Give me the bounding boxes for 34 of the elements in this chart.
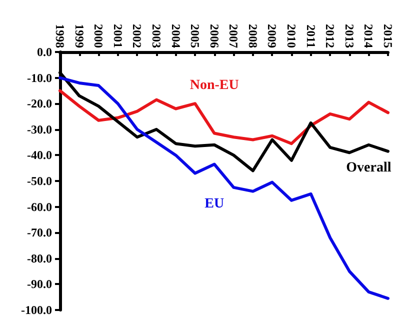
- x-tick-label: 2005: [188, 24, 202, 48]
- x-tick-label: 2002: [130, 24, 144, 48]
- x-tick-label: 1999: [72, 24, 86, 48]
- line-series: [58, 76, 390, 300]
- y-tick-label: -50.0: [27, 174, 52, 188]
- y-tick-label: -90.0: [27, 277, 52, 292]
- y-tick-label: -80.0: [27, 251, 52, 266]
- x-tick-label: 2004: [168, 24, 183, 48]
- x-tick-label: 2010: [284, 24, 299, 48]
- x-tick-label: 2008: [246, 24, 260, 48]
- x-tick-label: 2006: [207, 24, 222, 48]
- line-series: [58, 89, 390, 146]
- y-tick-label: -40.0: [27, 148, 52, 162]
- x-tick-label: 2003: [149, 24, 164, 48]
- y-tick-label: -20.0: [27, 96, 52, 111]
- x-tick-label: 2014: [362, 24, 376, 48]
- y-tick-label: 0.0: [37, 45, 52, 59]
- x-tick-label: 2009: [265, 24, 280, 48]
- x-tick-label: 2012: [323, 24, 338, 48]
- y-tick-label: -70.0: [27, 226, 52, 240]
- x-tick-label: 2001: [110, 24, 125, 48]
- y-tick-label: -10.0: [27, 70, 52, 85]
- x-tick-label: 2007: [226, 24, 241, 48]
- series-label: Non-EU: [190, 78, 239, 94]
- series-label: Overall: [346, 160, 392, 176]
- y-tick-label: -100.0: [21, 303, 52, 317]
- x-tick-label: 2015: [381, 24, 395, 48]
- y-tick-label: -60.0: [27, 200, 52, 214]
- x-tick-label: 2013: [342, 24, 356, 48]
- series-label: EU: [204, 196, 224, 212]
- x-tick-label: 2011: [304, 24, 318, 48]
- y-tick-label: -30.0: [27, 122, 52, 136]
- x-tick-label: 2000: [92, 24, 106, 48]
- x-tick-label: 1998: [53, 24, 67, 48]
